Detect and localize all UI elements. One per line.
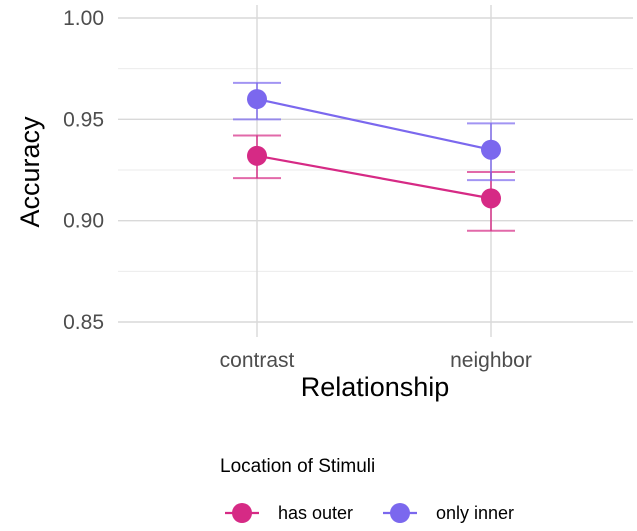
legend-item-only-inner: only inner [383,503,514,523]
legend: Location of Stimuli has outer only inner [220,456,514,523]
data-point [481,188,501,209]
y-axis-title: Accuracy [15,116,45,228]
x-tick-labels: contrast neighbor [220,349,532,372]
y-tick-label: 0.90 [63,210,104,233]
y-tick-label: 0.85 [63,311,104,334]
x-tick-label: neighbor [450,349,532,372]
y-tick-labels: 0.85 0.90 0.95 1.00 [63,7,104,334]
legend-key-point [232,503,252,523]
y-tick-label: 0.95 [63,108,104,131]
series-only-inner [233,81,515,182]
legend-item-has-outer: has outer [225,503,353,523]
series-line [256,154,492,200]
data-point [247,89,267,110]
series-line [256,97,492,151]
series-has-outer [233,134,515,232]
y-tick-label: 1.00 [63,7,104,30]
legend-key-point [390,503,410,523]
x-tick-label: contrast [220,349,295,372]
legend-label: has outer [278,503,353,523]
data-point [481,139,501,160]
x-axis-title: Relationship [301,372,450,402]
legend-label: only inner [436,503,514,523]
series-layer [233,81,515,232]
legend-title: Location of Stimuli [220,456,375,477]
data-point [247,145,267,166]
grid-lines [118,5,633,337]
